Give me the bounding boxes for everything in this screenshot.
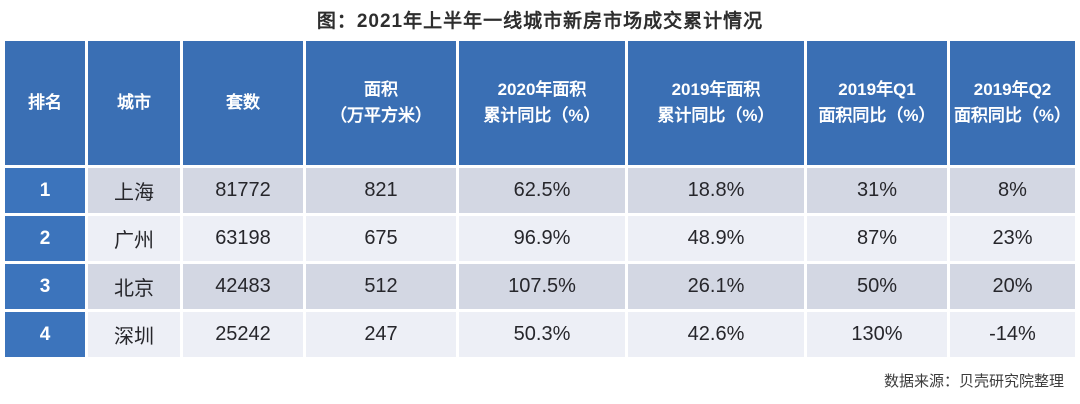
area-cell: 675	[306, 216, 456, 261]
q2-2019-cell: 8%	[950, 168, 1075, 213]
col-header-rank: 排名	[5, 41, 85, 165]
yoy-2020-cell: 50.3%	[459, 312, 625, 357]
yoy-2019-cell: 42.6%	[628, 312, 804, 357]
col-header-text: 套数	[226, 93, 260, 112]
header-row: 排名 城市 套数 面积 （万平方米） 2020年面积 累计同比（%） 2019年面积…	[5, 41, 1075, 165]
q2-2019-cell: 20%	[950, 264, 1075, 309]
yoy-2020-cell: 62.5%	[459, 168, 625, 213]
col-header-area: 面积 （万平方米）	[306, 41, 456, 165]
yoy-2019-cell: 18.8%	[628, 168, 804, 213]
area-cell: 247	[306, 312, 456, 357]
units-cell: 42483	[183, 264, 303, 309]
col-header-q2-2019: 2019年Q2 面积同比（%）	[950, 41, 1075, 165]
city-cell: 上海	[88, 168, 180, 213]
city-cell: 深圳	[88, 312, 180, 357]
col-header-text: 2019年面积	[671, 80, 761, 99]
city-cell: 北京	[88, 264, 180, 309]
units-cell: 81772	[183, 168, 303, 213]
col-header-units: 套数	[183, 41, 303, 165]
yoy-2020-cell: 107.5%	[459, 264, 625, 309]
q2-2019-cell: -14%	[950, 312, 1075, 357]
city-transactions-table: 排名 城市 套数 面积 （万平方米） 2020年面积 累计同比（%） 2019年面积…	[2, 38, 1078, 360]
city-cell: 广州	[88, 216, 180, 261]
table-row-shenzhen: 4 深圳 25242 247 50.3% 42.6% 130% -14%	[5, 312, 1075, 357]
col-header-yoy-2019: 2019年面积 累计同比（%）	[628, 41, 804, 165]
units-cell: 25242	[183, 312, 303, 357]
units-cell: 63198	[183, 216, 303, 261]
col-header-text: 2020年面积	[497, 80, 587, 99]
yoy-2020-cell: 96.9%	[459, 216, 625, 261]
q2-2019-cell: 23%	[950, 216, 1075, 261]
yoy-2019-cell: 26.1%	[628, 264, 804, 309]
col-header-text: 城市	[117, 93, 151, 112]
q1-2019-cell: 87%	[807, 216, 947, 261]
table-row-guangzhou: 2 广州 63198 675 96.9% 48.9% 87% 23%	[5, 216, 1075, 261]
data-source: 数据来源：贝壳研究院整理	[883, 373, 1064, 390]
area-cell: 821	[306, 168, 456, 213]
q1-2019-cell: 50%	[807, 264, 947, 309]
col-header-city: 城市	[88, 41, 180, 165]
col-header-text: 2019年Q1	[838, 80, 916, 99]
col-header-yoy-2020: 2020年面积 累计同比（%）	[459, 41, 625, 165]
col-header-text: 面积同比（%）	[818, 106, 936, 125]
col-header-text: 累计同比（%）	[483, 106, 601, 125]
figure-title: 图：2021年上半年一线城市新房市场成交累计情况	[316, 10, 764, 32]
col-header-text: 累计同比（%）	[657, 106, 775, 125]
yoy-2019-cell: 48.9%	[628, 216, 804, 261]
col-header-text: 排名	[28, 93, 62, 112]
col-header-text: 2019年Q2	[973, 80, 1052, 99]
col-header-text: 面积	[364, 80, 398, 99]
q1-2019-cell: 130%	[807, 312, 947, 357]
area-cell: 512	[306, 264, 456, 309]
col-header-q1-2019: 2019年Q1 面积同比（%）	[807, 41, 947, 165]
col-header-text: 面积同比（%）	[953, 106, 1072, 125]
q1-2019-cell: 31%	[807, 168, 947, 213]
table-row-shanghai: 1 上海 81772 821 62.5% 18.8% 31% 8%	[5, 168, 1075, 213]
col-header-text: （万平方米）	[330, 106, 432, 125]
rank-cell: 3	[5, 264, 85, 309]
rank-cell: 2	[5, 216, 85, 261]
rank-cell: 1	[5, 168, 85, 213]
rank-cell: 4	[5, 312, 85, 357]
table-row-beijing: 3 北京 42483 512 107.5% 26.1% 50% 20%	[5, 264, 1075, 309]
